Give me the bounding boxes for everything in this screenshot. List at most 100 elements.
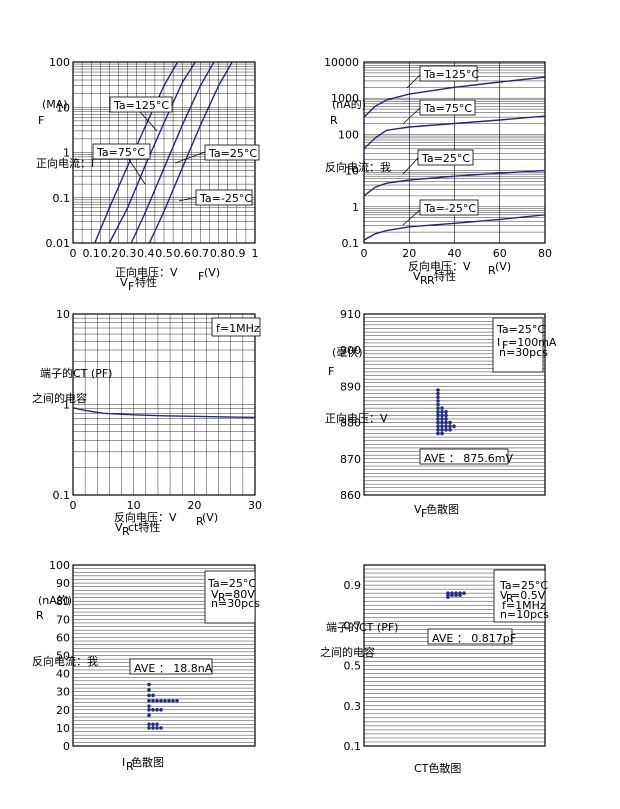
- ct-y-axis-label: 端子的CT (PF): [40, 366, 112, 380]
- ir-caption: 特性: [434, 269, 456, 283]
- ct-y-tick-label: 10: [56, 308, 70, 321]
- ird-annotation: V: [211, 588, 219, 601]
- vfd-data-point: [444, 420, 448, 425]
- vfd-data-point: [436, 424, 440, 429]
- ctd-annotation: Ta=25°C: [499, 579, 548, 592]
- curve-group: [364, 76, 545, 241]
- ird-data-point: [151, 722, 155, 727]
- ird-data-point: [147, 704, 151, 708]
- ird-data-point: [155, 722, 159, 727]
- ir-series-label: Ta=125°C: [423, 68, 479, 81]
- ir-label-box: [417, 149, 474, 166]
- ird-data-point: [147, 693, 151, 698]
- ct-y-axis-label: 之间的电容: [32, 391, 87, 405]
- vfd-y-tick-label: 880: [340, 417, 361, 430]
- ird-y-tick-label: 70: [56, 613, 70, 626]
- ir-caption: R: [427, 274, 435, 287]
- vfd-data-point: [436, 431, 440, 436]
- vfd-data-point: [444, 413, 448, 418]
- ird-y-tick-label: 0: [63, 740, 70, 753]
- ird-y-axis-label: (nA的): [38, 593, 72, 607]
- ir-x-axis-label: R: [488, 264, 496, 277]
- vfd-data-point: [436, 420, 440, 425]
- ir-curve: [364, 76, 545, 118]
- ird-annotation-box: [204, 570, 256, 624]
- ir-label-leader: [402, 107, 421, 125]
- ird-data-point: [147, 726, 151, 730]
- ir-x-axis-label: 反向电压：V: [408, 259, 471, 273]
- ct-x-tick-label: 30: [248, 499, 262, 512]
- vf-series-label: Ta=75°C: [96, 146, 145, 159]
- ct-x-tick-label: 20: [187, 499, 201, 512]
- ird-y-tick-label: 20: [56, 704, 70, 717]
- vfd-data-point: [444, 409, 448, 414]
- vfd-average-box: [419, 448, 509, 465]
- vfd-data-point: [440, 428, 444, 432]
- vf-x-tick-label: 0.3: [119, 247, 137, 260]
- ir-curve: [364, 115, 545, 150]
- vfd-data-point: [436, 391, 440, 396]
- vf-label-box: [204, 144, 260, 161]
- vfd-average: AVE ： 875.6mV: [424, 452, 513, 465]
- ct-curve: [73, 407, 255, 419]
- vf-y-tick-label: 0.01: [46, 237, 71, 250]
- ctd-average: AVE ： 0.817pF: [432, 632, 516, 645]
- ct-x-axis-label: (V): [202, 511, 218, 524]
- vf-x-axis-label: F: [198, 270, 204, 283]
- ct-caption: V: [115, 521, 123, 534]
- ir-y-tick-label: 10: [345, 165, 359, 178]
- ir-x-axis-label: (V): [495, 260, 511, 273]
- vf-caption: V: [120, 276, 128, 289]
- ird-y-tick-label: 90: [56, 577, 70, 590]
- ctd-y-axis-label: 端子的CT (PF): [326, 620, 398, 634]
- vfd-data-point: [440, 409, 444, 414]
- vf-label-leader: [174, 151, 206, 164]
- ird-data-point: [167, 698, 171, 703]
- vf-x-tick-label: 0.9: [228, 247, 246, 260]
- ir-label-box: [419, 199, 479, 216]
- ctd-y-tick-label: 0.5: [344, 660, 362, 673]
- vf-x-tick-label: 0.7: [192, 247, 210, 260]
- vfd-y-axis-label: F: [328, 365, 334, 378]
- ir-y-axis-label: 反向电流：我: [325, 160, 391, 174]
- ird-annotation: R: [218, 591, 226, 604]
- ctd-y-tick-label: 0.1: [344, 740, 362, 753]
- vf-label-leader: [127, 157, 146, 185]
- vfd-data-point: [444, 428, 448, 432]
- vf-curve: [130, 62, 215, 243]
- ird-data-point: [151, 708, 155, 712]
- ird-data-point: [151, 698, 155, 703]
- vf-y-tick-label: 1: [63, 147, 70, 160]
- vf-x-tick-label: 0.2: [101, 247, 119, 260]
- vf-x-tick-label: 0.5: [155, 247, 173, 260]
- ird-data-point: [147, 698, 151, 703]
- ir-y-tick-label: 10000: [324, 56, 359, 69]
- vf-curve: [108, 62, 197, 243]
- ct-annotation: f=1MHz: [216, 322, 260, 335]
- vf-caption: F: [128, 280, 134, 293]
- ir-y-axis-label: (nA的): [332, 97, 366, 111]
- ctd-y-tick-label: 0.9: [344, 579, 362, 592]
- vf-series-label: Ta=125°C: [113, 99, 169, 112]
- ctd-annotation: V: [500, 589, 508, 602]
- ird-caption: 色散图: [131, 755, 164, 769]
- vfd-data-point: [440, 420, 444, 425]
- vf-series-label: Ta=25°C: [208, 147, 257, 160]
- ct-annotation-box: [211, 317, 261, 337]
- vfd-data-point: [440, 417, 444, 421]
- vfd-data-point: [444, 417, 448, 421]
- ird-average-box: [129, 658, 213, 675]
- vf-x-tick-label: 0.8: [210, 247, 228, 260]
- ir-series-label: Ta=-25°C: [423, 202, 476, 215]
- ird-data-point: [151, 693, 155, 698]
- ctd-data-point: [462, 591, 466, 595]
- ir-x-tick-label: 20: [402, 247, 416, 260]
- vfd-data-point: [448, 428, 452, 432]
- vf-y-axis-label: 正向电流：I: [36, 156, 94, 170]
- ct-x-axis-label: 反向电压：V: [114, 510, 177, 524]
- ir-x-tick-label: 0: [361, 247, 368, 260]
- vf-label-box: [92, 143, 151, 160]
- ird-caption: R: [126, 760, 134, 773]
- vf-label-box: [109, 96, 173, 113]
- vfd-data-point: [440, 406, 444, 410]
